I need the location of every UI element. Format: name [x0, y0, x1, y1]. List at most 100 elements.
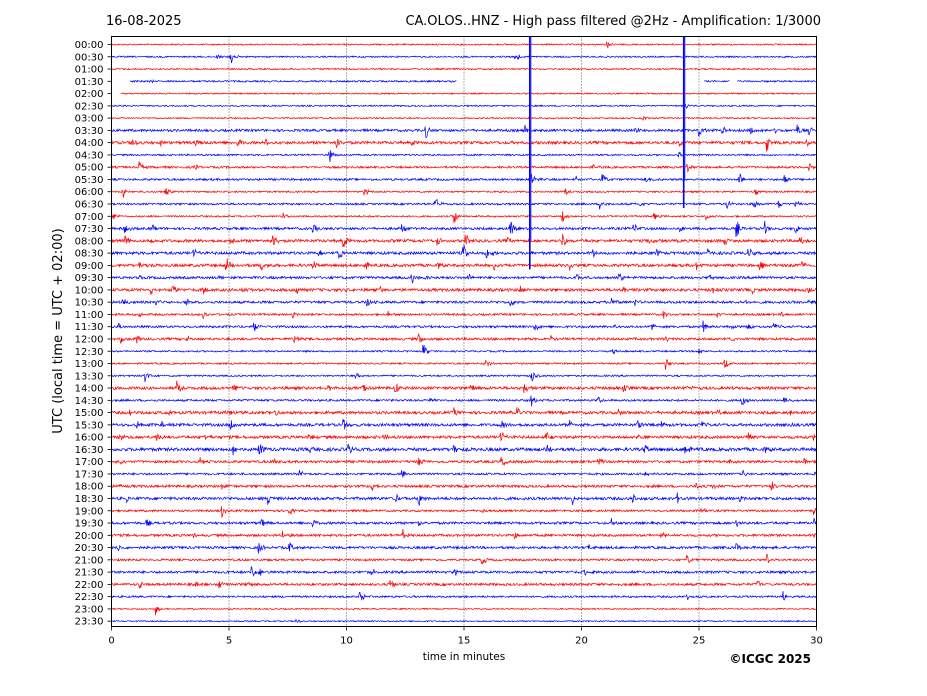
y-axis-label: UTC (local time = UTC + 02:00) — [51, 228, 66, 433]
trace-08:00 — [111, 233, 817, 248]
trace-09:30 — [111, 273, 817, 284]
y-tick-label: 13:30 — [75, 371, 104, 382]
x-tick-label: 30 — [810, 636, 823, 647]
y-tick-label: 04:00 — [75, 138, 104, 149]
trace-13:00 — [111, 359, 817, 370]
trace-11:30 — [111, 320, 817, 333]
y-tick-label: 01:00 — [75, 65, 104, 76]
trace-04:00 — [111, 138, 817, 152]
trace-00:30 — [111, 54, 817, 64]
y-tick-label: 10:00 — [75, 285, 104, 296]
y-tick-label: 19:30 — [75, 519, 104, 530]
y-tick-label: 08:30 — [75, 249, 104, 260]
trace-17:00 — [111, 456, 817, 466]
trace-07:00 — [111, 211, 817, 224]
trace-23:30 — [111, 618, 817, 624]
y-tick-label: 00:30 — [75, 52, 104, 63]
trace-01:00 — [111, 67, 817, 71]
y-tick-label: 12:00 — [75, 334, 104, 345]
y-tick-label: 14:00 — [75, 384, 104, 395]
y-tick-label: 16:30 — [75, 445, 104, 456]
y-tick-label: 19:00 — [75, 506, 104, 517]
trace-15:00 — [111, 407, 817, 417]
trace-15:30 — [111, 418, 817, 430]
x-tick-label: 20 — [575, 636, 588, 647]
trace-18:30 — [111, 492, 817, 506]
y-tick-label: 21:30 — [75, 568, 104, 579]
y-tick-label: 13:00 — [75, 359, 104, 370]
x-tick-label: 15 — [458, 636, 471, 647]
trace-10:00 — [111, 285, 817, 296]
y-tick-label: 08:00 — [75, 236, 104, 247]
grid-lines — [228, 36, 700, 627]
x-axis-ticks: 0 5 10 15 20 25 30 — [108, 626, 823, 647]
y-tick-label: 07:30 — [75, 224, 104, 235]
trace-06:00 — [111, 187, 817, 198]
trace-20:00 — [111, 529, 817, 540]
trace-21:00 — [111, 553, 817, 565]
trace-13:30 — [111, 371, 817, 383]
y-tick-label: 02:30 — [75, 101, 104, 112]
trace-02:30 — [111, 101, 817, 109]
trace-00:00 — [111, 41, 817, 49]
trace-07:30 — [111, 220, 817, 238]
trace-17:30 — [111, 469, 817, 478]
trace-12:00 — [111, 333, 817, 344]
y-tick-label: 09:30 — [75, 273, 104, 284]
trace-18:00 — [111, 481, 817, 491]
trace-16:00 — [111, 432, 817, 442]
copyright: ©ICGC 2025 — [729, 652, 811, 666]
y-tick-label: 14:30 — [75, 396, 104, 407]
trace-06:30 — [111, 198, 817, 210]
trace-09:00 — [111, 258, 817, 271]
trace-19:30 — [111, 518, 817, 528]
trace-21:30 — [111, 566, 817, 577]
x-tick-label: 25 — [693, 636, 706, 647]
trace-03:30 — [111, 124, 817, 138]
y-tick-label: 03:00 — [75, 114, 104, 125]
y-tick-label: 23:30 — [75, 617, 104, 628]
y-tick-label: 11:00 — [75, 310, 104, 321]
y-tick-label: 06:30 — [75, 200, 104, 211]
y-tick-label: 20:30 — [75, 543, 104, 554]
trace-14:00 — [111, 380, 817, 394]
y-tick-label: 10:30 — [75, 298, 104, 309]
y-tick-label: 12:30 — [75, 347, 104, 358]
y-tick-label: 18:30 — [75, 494, 104, 505]
y-tick-label: 18:00 — [75, 482, 104, 493]
y-tick-label: 03:30 — [75, 126, 104, 137]
y-tick-label: 22:30 — [75, 592, 104, 603]
trace-12:30 — [111, 345, 817, 355]
trace-04:30 — [111, 150, 817, 162]
trace-02:00 — [120, 92, 817, 95]
y-tick-label: 23:00 — [75, 604, 104, 615]
chart-title: CA.OLOS..HNZ - High pass filtered @2Hz -… — [405, 14, 821, 29]
chart-date: 16-08-2025 — [106, 14, 182, 29]
x-tick-label: 0 — [108, 636, 114, 647]
trace-01:30 — [129, 78, 817, 84]
x-axis-label: time in minutes — [423, 651, 505, 663]
y-tick-label: 07:00 — [75, 212, 104, 223]
trace-16:30 — [111, 443, 817, 456]
x-tick-label: 5 — [226, 636, 232, 647]
y-tick-label: 22:00 — [75, 580, 104, 591]
y-tick-label: 15:30 — [75, 420, 104, 431]
y-tick-label: 06:00 — [75, 187, 104, 198]
y-tick-label: 01:30 — [75, 77, 104, 88]
trace-05:30 — [111, 172, 817, 183]
x-tick-label: 10 — [340, 636, 353, 647]
trace-03:00 — [111, 116, 817, 122]
y-tick-label: 21:00 — [75, 555, 104, 566]
y-tick-label: 15:00 — [75, 408, 104, 419]
y-tick-label: 04:30 — [75, 150, 104, 161]
y-tick-label: 05:30 — [75, 175, 104, 186]
y-tick-label: 17:30 — [75, 469, 104, 480]
y-tick-label: 09:00 — [75, 261, 104, 272]
trace-20:30 — [111, 542, 817, 554]
y-tick-label: 17:00 — [75, 457, 104, 468]
trace-22:30 — [111, 591, 817, 601]
trace-19:00 — [111, 506, 817, 519]
trace-23:00 — [111, 607, 817, 616]
